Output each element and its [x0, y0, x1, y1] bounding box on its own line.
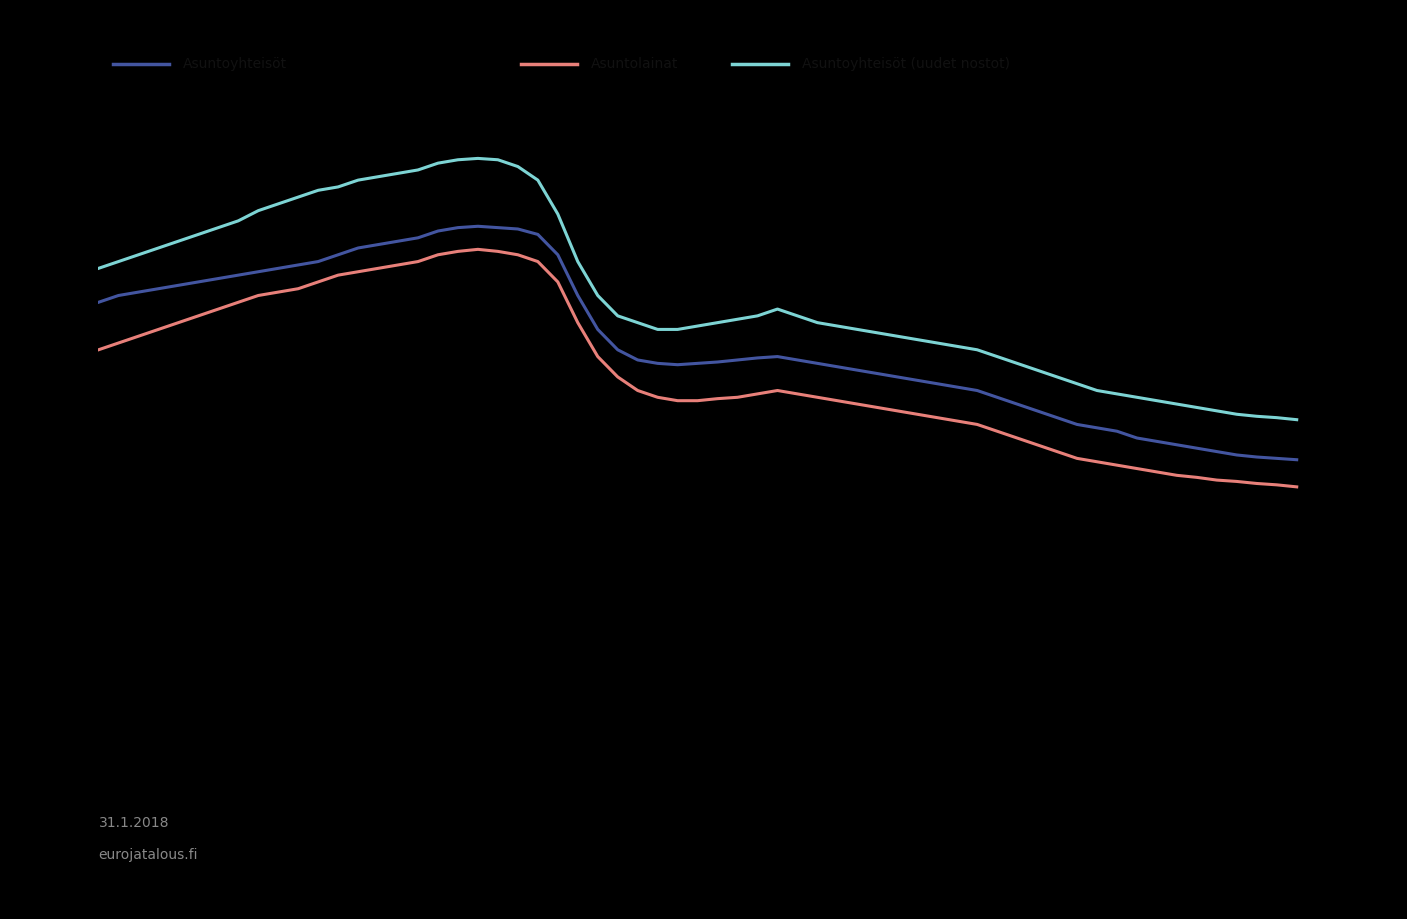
- Text: eurojatalous.fi: eurojatalous.fi: [98, 848, 198, 862]
- Text: Asuntoyhteisöt (uudet nostot): Asuntoyhteisöt (uudet nostot): [802, 57, 1010, 72]
- Text: Asuntoyhteisöt: Asuntoyhteisöt: [183, 57, 287, 72]
- Text: Asuntolainat: Asuntolainat: [591, 57, 678, 72]
- Text: 31.1.2018: 31.1.2018: [98, 816, 169, 830]
